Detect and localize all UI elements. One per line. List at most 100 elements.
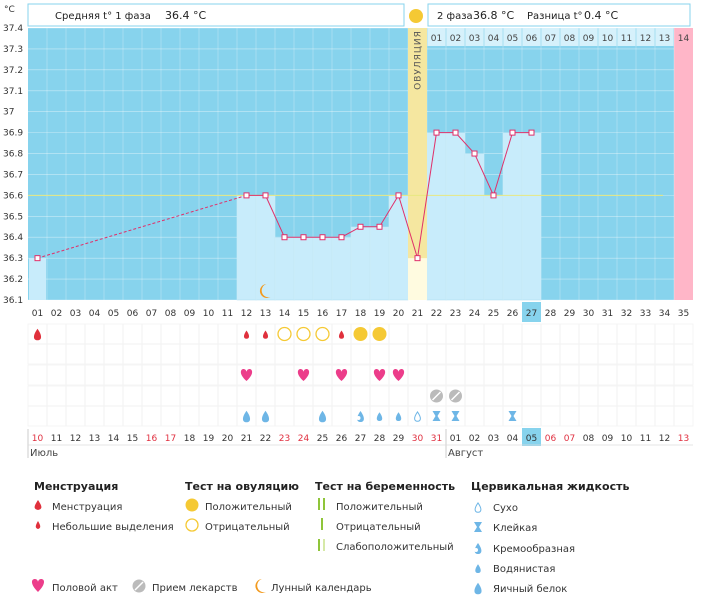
cycle-day-label: 17: [336, 309, 347, 319]
preg-faint-icon: [318, 539, 325, 551]
heart-icon: [31, 579, 45, 592]
symbol-grid-cell: [597, 323, 618, 345]
symbol-grid-cell: [179, 385, 200, 407]
y-tick-label: 36.7: [3, 170, 23, 180]
symbol-grid-cell: [179, 323, 200, 345]
diff-value: 0.4 °C: [584, 9, 618, 22]
symbol-grid-cell: [141, 385, 162, 407]
symbol-grid-cell: [654, 343, 675, 365]
symbol-grid-cell: [293, 343, 314, 365]
menstruation-drop-icon: [338, 330, 345, 339]
temp-point: [433, 129, 440, 136]
symbol-grid-cell: [540, 343, 561, 365]
temp-line-segment: [493, 132, 513, 196]
symbol-grid-cell: [559, 385, 580, 407]
phase2-day-cell: [598, 28, 617, 46]
legend-ovtest-negative: Отрицательный: [205, 522, 290, 533]
symbol-grid-cell: [502, 364, 523, 386]
symbol-grid-cell: [274, 343, 295, 365]
calendar-date-label: 29: [393, 434, 405, 444]
mucus-creamy-dot: [356, 416, 361, 420]
heart-icon: [373, 369, 386, 381]
cycle-day-label: 02: [51, 309, 62, 319]
symbol-grid-cell: [84, 323, 105, 345]
calendar-date-label: 18: [184, 434, 196, 444]
symbol-grid-cell: [483, 323, 504, 345]
calendar-date-label: 10: [621, 434, 633, 444]
symbol-grid-cell: [312, 385, 333, 407]
symbol-grid-cell: [198, 323, 219, 345]
symbol-grid-cell: [27, 343, 48, 365]
cycle-day-label: 16: [317, 309, 329, 319]
symbol-grid-cell: [84, 405, 105, 427]
symbol-grid-cell: [388, 323, 409, 345]
y-tick-label: 36.6: [3, 191, 23, 201]
ovulation-band: [408, 28, 427, 300]
symbol-grid-cell: [46, 405, 67, 427]
temp-bar: [445, 132, 466, 301]
legend-menstruation-light: Небольшие выделения: [52, 522, 174, 533]
symbol-grid-cell: [122, 323, 143, 345]
legend-ovtest-positive: Положительный: [205, 502, 292, 513]
calendar-date-label: 24: [298, 434, 310, 444]
mucus-watery-icon: [395, 412, 402, 421]
calendar-date-label: 01: [450, 434, 461, 444]
symbol-grid-cell: [464, 385, 485, 407]
legend-pregtest-title: Тест на беременность: [315, 480, 455, 493]
cycle-day-label: 26: [507, 309, 519, 319]
cycle-day-label: 08: [165, 309, 177, 319]
ovulation-label: ОВУЛЯЦИЯ: [414, 30, 424, 90]
symbol-grid-cell: [293, 405, 314, 427]
phase2-day-cell: [579, 28, 598, 46]
cycle-day-label: 23: [450, 309, 461, 319]
phase2-day-label: 13: [659, 34, 670, 44]
symbol-grid-cell: [217, 323, 238, 345]
symbol-grid-cell: [502, 323, 523, 345]
symbol-grid-cell: [141, 405, 162, 427]
symbol-grid-cell: [122, 385, 143, 407]
symbol-grid-cell: [578, 323, 599, 345]
symbol-grid-cell: [331, 385, 352, 407]
symbol-grid-cell: [350, 343, 371, 365]
phase2-day-label: 07: [545, 34, 556, 44]
symbol-grid-cell: [103, 405, 124, 427]
symbol-grid-cell: [103, 364, 124, 386]
cycle-day-label: 35: [678, 309, 689, 319]
cycle-day-label: 12: [241, 309, 252, 319]
diff-label: Разница t°: [527, 11, 583, 22]
symbol-grid-cell: [521, 405, 542, 427]
symbol-grid-cell: [217, 364, 238, 386]
symbol-grid-cell: [255, 343, 276, 365]
menstruation-drop-icon: [243, 330, 250, 339]
cycle-day-label: 33: [640, 309, 651, 319]
symbol-grid-cell: [65, 323, 86, 345]
cycle-day-label: 22: [431, 309, 442, 319]
symbol-grid-cell: [217, 385, 238, 407]
phase2-day-label: 11: [621, 34, 632, 44]
calendar-date-label: 21: [241, 434, 252, 444]
phase2-day-label: 04: [488, 34, 500, 44]
symbol-grid-cell: [236, 385, 257, 407]
symbol-grid-cell: [616, 405, 637, 427]
x-axis: 01 02 03 04 05 06 07 08 09 10 11 12 13 14 15 16 17 18 19 20…: [32, 302, 689, 322]
mucus-dry-icon: [414, 411, 421, 422]
mucus-eggwhite-icon: [261, 410, 270, 423]
symbol-grid-cell: [483, 385, 504, 407]
symbol-grid-cell: [616, 343, 637, 365]
legend-mucus-title: Цервикальная жидкость: [471, 480, 629, 493]
temp-point: [300, 234, 307, 241]
mucus-sticky-icon: [432, 411, 441, 421]
temp-bar: [29, 258, 46, 300]
symbol-grid-cell: [293, 385, 314, 407]
medication-icon-stripe: [450, 391, 461, 401]
symbol-grid-cell: [255, 364, 276, 386]
symbol-grid-cell: [654, 405, 675, 427]
symbol-grid-cell: [46, 385, 67, 407]
symbol-grid-cell: [274, 405, 295, 427]
plot-area: 36.1 36.2 36.3 36.4 36.5 36.6 36.7 36.8 36.9 37 37…: [3, 24, 693, 306]
phase2-day-cell: [465, 28, 484, 46]
symbol-grid-cell: [350, 385, 371, 407]
y-tick-label: 37.4: [3, 24, 23, 34]
